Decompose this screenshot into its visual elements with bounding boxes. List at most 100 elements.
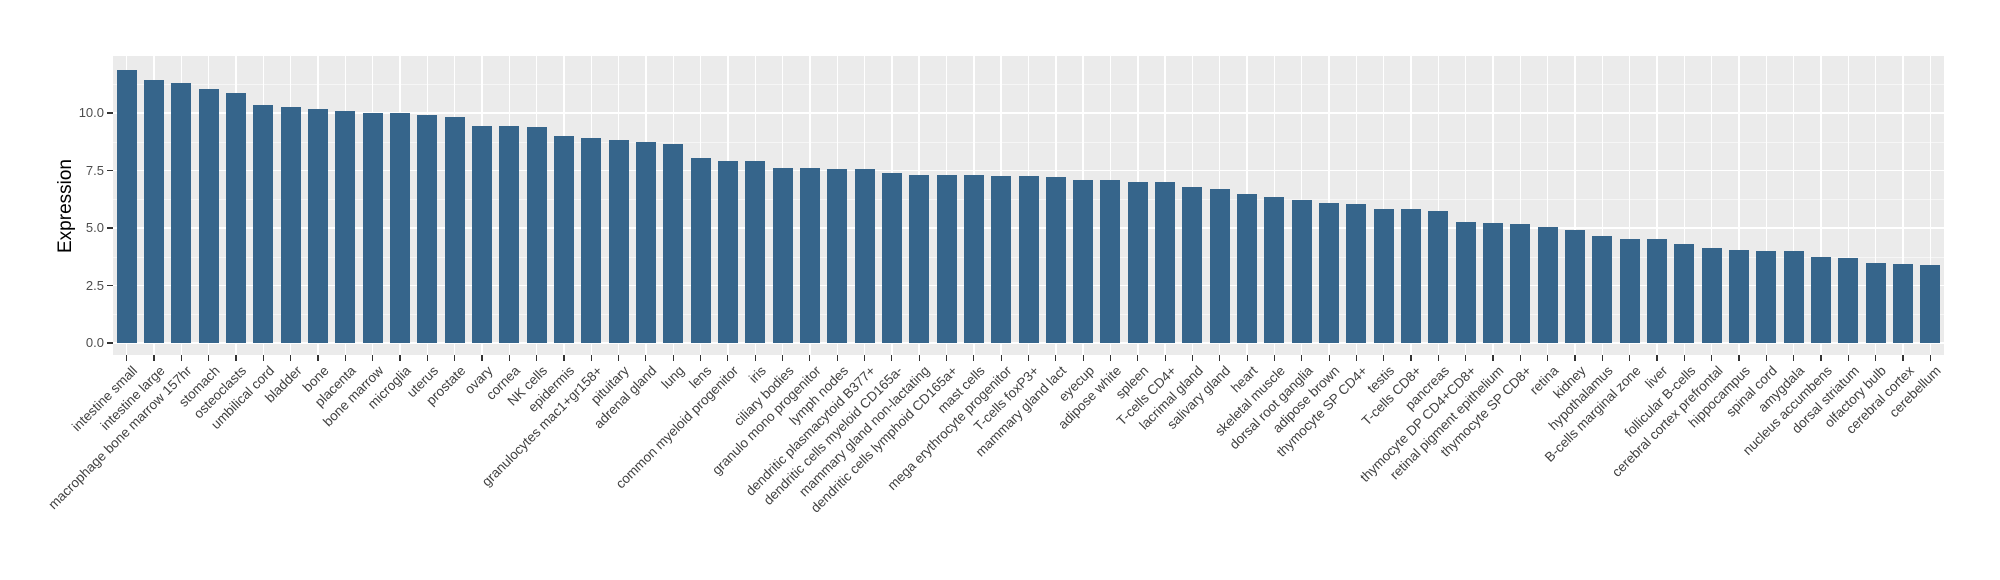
bar — [1647, 239, 1668, 343]
x-tick-mark — [1875, 355, 1877, 361]
x-tick-mark — [1601, 355, 1603, 361]
x-tick-mark — [1711, 355, 1713, 361]
bar — [1045, 177, 1066, 343]
vertical-gridline — [1629, 56, 1631, 355]
x-tick-mark — [180, 355, 182, 361]
x-tick-mark — [1355, 355, 1358, 361]
x-tick-mark — [1929, 355, 1931, 361]
x-tick-mark — [1820, 355, 1822, 361]
x-tick-label: lung — [658, 363, 687, 392]
x-tick-mark — [1629, 355, 1631, 361]
x-tick-mark — [781, 355, 784, 361]
bar — [1838, 257, 1859, 343]
bar — [663, 144, 684, 343]
vertical-gridline — [1465, 56, 1467, 355]
x-tick-mark — [863, 355, 866, 361]
x-tick-mark — [891, 355, 893, 361]
x-tick-mark — [1328, 355, 1330, 361]
x-tick-mark — [426, 355, 428, 361]
bar — [854, 169, 875, 343]
bar — [1155, 182, 1176, 343]
bar — [444, 116, 465, 343]
bar — [362, 112, 383, 343]
vertical-gridline — [1738, 56, 1740, 355]
bar — [1701, 248, 1722, 343]
x-tick-mark — [1437, 355, 1439, 361]
bar — [1073, 179, 1094, 343]
bar — [1537, 227, 1558, 343]
bar — [799, 168, 820, 343]
bar — [1346, 203, 1367, 343]
bar — [225, 92, 246, 343]
bar — [171, 82, 192, 343]
bar — [1756, 250, 1777, 343]
x-tick-mark — [1547, 355, 1549, 361]
x-tick-mark — [344, 355, 346, 361]
x-tick-mark — [809, 355, 811, 361]
x-tick-mark — [1683, 355, 1685, 361]
x-tick-mark — [235, 355, 237, 361]
y-tick-mark — [107, 342, 113, 344]
bar — [881, 173, 902, 343]
vertical-gridline — [1847, 56, 1850, 355]
x-tick-mark — [1492, 355, 1494, 361]
x-tick-mark — [590, 355, 592, 361]
bar — [1865, 262, 1886, 343]
x-tick-mark — [535, 355, 538, 361]
bar — [417, 114, 438, 343]
y-tick-mark — [107, 169, 113, 172]
bar — [1401, 209, 1422, 343]
bar — [1674, 244, 1695, 343]
x-tick-mark — [317, 355, 319, 361]
x-tick-mark — [1246, 355, 1248, 361]
y-tick-label: 2.5 — [85, 277, 104, 293]
x-tick-mark — [399, 355, 401, 361]
bar — [827, 168, 848, 343]
x-tick-mark — [1000, 355, 1002, 361]
x-tick-mark — [945, 355, 948, 361]
x-tick-mark — [1519, 355, 1521, 361]
bar — [1510, 224, 1531, 343]
bar — [1127, 181, 1148, 343]
bar — [253, 104, 274, 343]
bar — [526, 127, 547, 343]
x-tick-mark — [1410, 355, 1412, 361]
bar — [471, 125, 492, 343]
bar — [635, 142, 656, 343]
x-tick-mark — [1109, 355, 1112, 361]
x-tick-mark — [454, 355, 456, 361]
bar — [717, 160, 738, 343]
vertical-gridline — [1929, 56, 1932, 355]
x-tick-mark — [836, 355, 838, 361]
bar — [1592, 236, 1613, 343]
plot-panel — [113, 56, 1944, 355]
x-tick-mark — [672, 355, 674, 361]
bar — [389, 113, 410, 343]
x-tick-mark — [1793, 355, 1795, 361]
x-tick-mark — [1027, 355, 1030, 361]
x-tick-mark — [262, 355, 264, 361]
vertical-gridline — [1656, 56, 1658, 355]
bar — [143, 80, 164, 343]
vertical-gridline — [1711, 56, 1713, 355]
y-tick-mark — [107, 284, 113, 287]
x-tick-mark — [153, 355, 155, 361]
vertical-gridline — [1574, 56, 1576, 355]
bar — [1565, 230, 1586, 343]
y-tick-label: 5.0 — [85, 220, 104, 235]
x-tick-mark — [727, 355, 729, 361]
vertical-gridline — [1492, 56, 1494, 355]
bar — [1455, 222, 1476, 343]
bar — [1893, 264, 1913, 343]
x-tick-mark — [973, 355, 975, 361]
x-tick-mark — [1465, 355, 1467, 361]
x-tick-mark — [918, 355, 920, 361]
x-tick-mark — [1219, 355, 1221, 361]
y-tick-label: 7.5 — [85, 162, 104, 178]
bar — [1428, 210, 1449, 343]
x-tick-mark — [617, 355, 620, 361]
vertical-gridline — [1547, 56, 1549, 355]
x-tick-mark — [563, 355, 565, 361]
x-tick-mark — [1574, 355, 1576, 361]
